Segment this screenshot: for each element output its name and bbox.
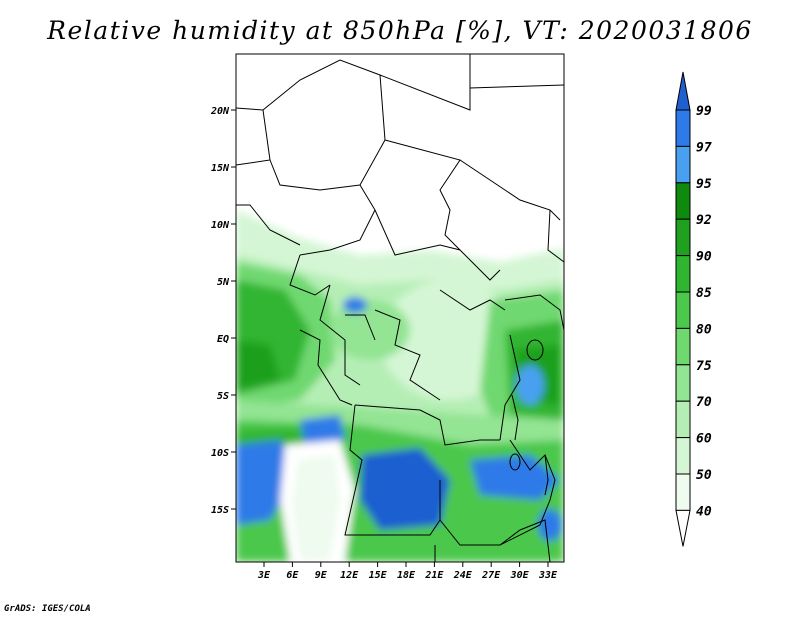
colorbar-segment [675,327,691,366]
lat-tick-label: 10N [211,220,230,231]
lon-tick-label: 30E [510,570,530,581]
colorbar-segment [675,291,691,329]
colorbar-label: 85 [696,286,712,301]
country-borders [236,54,564,562]
colorbar-label: 40 [696,504,712,519]
colorbar-label: 60 [696,432,712,447]
lakes [509,339,549,496]
colorbar-segment [675,145,691,184]
lon-tick-label: 18E [397,570,416,581]
map-frame [235,53,565,563]
colorbar-segment [675,400,691,439]
lat-tick-label: 10S [211,448,229,459]
colorbar-label: 95 [696,177,712,192]
humidity-field [236,54,564,562]
colorbar-bottom-arrow [675,509,691,547]
colorbar: 99 97 95 92 90 85 80 75 70 60 50 40 [675,71,712,547]
credit-text: GrADS: IGES/COLA [4,604,91,614]
colorbar-label: 80 [696,322,712,337]
lat-tick-label: 20N [210,106,230,117]
colorbar-segment [675,364,691,402]
lon-tick-label: 24E [453,570,473,581]
colorbar-label: 97 [696,140,712,155]
colorbar-label: 90 [696,250,712,265]
lon-tick-label: 12E [340,570,359,581]
colorbar-top-arrow [675,71,691,111]
lon-tick-label: 15E [369,570,388,581]
colorbar-segment [675,437,691,475]
lon-tick-label: 27E [481,570,501,581]
colorbar-label: 70 [696,395,712,410]
colorbar-segment [675,255,691,293]
colorbar-segment [675,218,691,257]
lon-tick-label: 6E [286,570,299,581]
map-title: Relative humidity at 850hPa [%], VT: 202… [47,16,753,45]
colorbar-segment [675,473,691,511]
lat-tick-label: EQ [217,334,229,345]
lat-tick-label: 5N [217,277,230,288]
colorbar-label: 75 [696,359,712,374]
lat-tick-label: 15N [211,163,230,174]
colorbar-segment [675,182,691,220]
lon-tick-label: 9E [315,570,328,581]
lon-tick-label: 21E [424,570,444,581]
lon-tick-label: 33E [538,570,558,581]
colorbar-segment [675,109,691,147]
latitude-axis: 20N 15N 10N 5N EQ 5S 10S 15S [210,106,236,516]
colorbar-label: 50 [696,468,712,483]
colorbar-label: 92 [696,213,712,228]
lon-tick-label: 3E [257,570,271,581]
longitude-axis: 3E 6E 9E 12E 15E 18E 21E 24E 27E 30E 33E [257,562,558,581]
lat-tick-label: 15S [211,505,229,516]
colorbar-label: 99 [696,104,712,119]
lat-tick-label: 5S [217,391,229,402]
